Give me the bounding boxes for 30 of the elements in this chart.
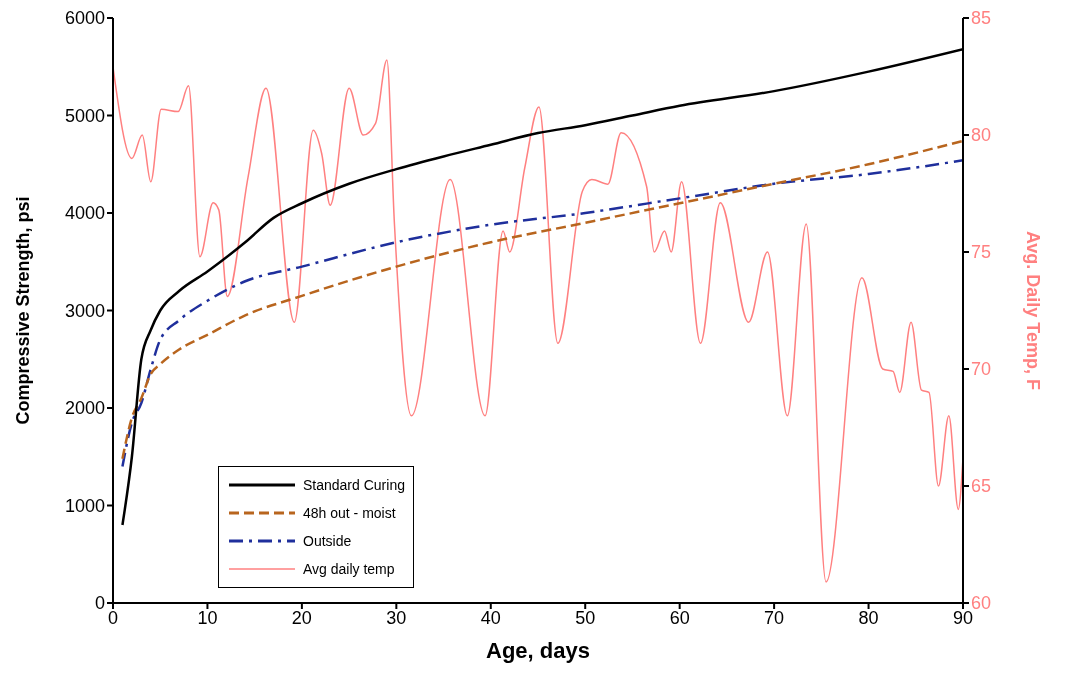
y2-tick-label: 60 (971, 593, 992, 614)
y-tick-label: 5000 (64, 105, 105, 126)
y-tick-label: 6000 (64, 8, 105, 29)
x-tick-label: 40 (480, 607, 501, 628)
y-tick-label: 4000 (64, 203, 105, 224)
y-tick-label: 1000 (64, 495, 105, 516)
y2-axis-title: Avg. Daily Temp, F (1022, 230, 1043, 391)
x-tick-label: 30 (386, 607, 407, 628)
x-tick-label: 80 (858, 607, 879, 628)
x-axis-title: Age, days (486, 638, 590, 663)
x-tick-label: 50 (575, 607, 596, 628)
x-tick-label: 60 (669, 607, 690, 628)
y2-tick-label: 80 (971, 125, 992, 146)
y-tick-label: 3000 (64, 300, 105, 321)
legend-label: Standard Curing (303, 477, 405, 493)
x-tick-label: 20 (291, 607, 312, 628)
x-tick-label: 0 (107, 607, 119, 628)
y-axis-title: Compressive Strength, psi (13, 196, 34, 425)
y2-tick-label: 65 (971, 476, 992, 497)
y2-tick-label: 70 (971, 359, 992, 380)
legend-label: Outside (303, 533, 352, 549)
y2-tick-label: 75 (971, 242, 992, 263)
x-tick-label: 10 (197, 607, 218, 628)
x-tick-label: 90 (952, 607, 974, 628)
legend-label: 48h out - moist (303, 505, 396, 521)
legend-label: Avg daily temp (303, 561, 395, 577)
x-tick-label: 70 (764, 607, 785, 628)
y-tick-label: 0 (94, 593, 105, 614)
y-tick-label: 2000 (64, 398, 105, 419)
y2-tick-label: 85 (971, 8, 992, 29)
